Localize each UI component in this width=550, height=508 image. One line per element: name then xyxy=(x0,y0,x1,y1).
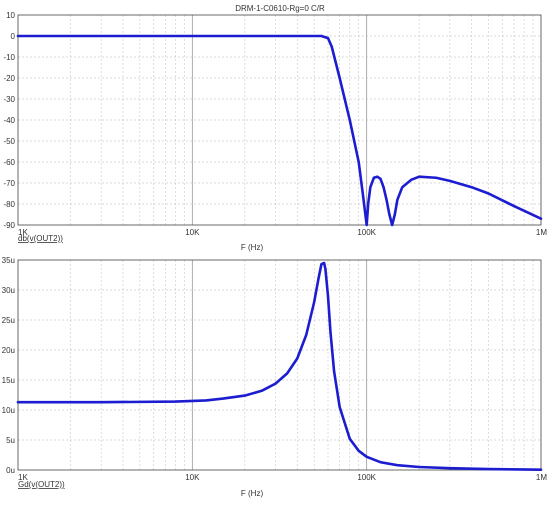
magnitude-plot-frame xyxy=(17,14,542,226)
group-delay-y-tick-label: 25u xyxy=(2,316,15,325)
magnitude-y-tick-label: -50 xyxy=(3,137,15,146)
magnitude-y-tick-label: -60 xyxy=(3,158,15,167)
magnitude-y-tick-label: 0 xyxy=(11,32,16,41)
magnitude-y-tick-label: 10 xyxy=(6,11,15,20)
group-delay-plot-frame xyxy=(17,259,542,471)
magnitude-plot: 10 0 -10 -20 -30 -40 -50 -60 -70 -80 -90 1K 10K 100K… xyxy=(3,4,547,252)
magnitude-y-tick-label: -10 xyxy=(3,53,15,62)
magnitude-chart-title: DRM-1-C0610-Rg=0 C/R xyxy=(235,4,325,13)
magnitude-x-ticks: 1K 10K 100K 1M xyxy=(18,228,547,237)
group-delay-y-axis-label: Gd(v(OUT2)) xyxy=(18,480,65,489)
magnitude-y-tick-label: -80 xyxy=(3,200,15,209)
magnitude-x-axis-label: F (Hz) xyxy=(241,243,264,252)
group-delay-y-tick-label: 35u xyxy=(2,256,15,265)
group-delay-y-tick-label: 30u xyxy=(2,286,15,295)
magnitude-y-tick-label: -40 xyxy=(3,116,15,125)
group-delay-x-axis-label: F (Hz) xyxy=(241,489,264,498)
group-delay-y-tick-label: 10u xyxy=(2,406,15,415)
magnitude-x-tick-label: 1K xyxy=(18,228,28,237)
magnitude-series-line xyxy=(16,34,543,227)
group-delay-y-tick-label: 20u xyxy=(2,346,15,355)
group-delay-x-tick-label: 1M xyxy=(536,473,547,482)
group-delay-y-tick-label: 15u xyxy=(2,376,15,385)
magnitude-x-tick-label: 100K xyxy=(357,228,376,237)
magnitude-grid xyxy=(18,15,541,225)
magnitude-y-tick-label: -20 xyxy=(3,74,15,83)
group-delay-x-tick-label: 100K xyxy=(357,473,376,482)
magnitude-y-axis-label: db(v(OUT2)) xyxy=(18,234,63,243)
magnitude-x-tick-label: 1M xyxy=(536,228,547,237)
group-delay-plot: 35u 30u 25u 20u 15u 10u 5u 0u 1K 10K 100K 1M Gd(v(… xyxy=(2,256,548,498)
magnitude-y-ticks: 10 0 -10 -20 -30 -40 -50 -60 -70 -80 -90 xyxy=(3,11,15,230)
magnitude-y-tick-label: -70 xyxy=(3,179,15,188)
group-delay-y-ticks: 35u 30u 25u 20u 15u 10u 5u 0u xyxy=(2,256,15,475)
group-delay-series-line xyxy=(16,261,543,471)
group-delay-y-tick-label: 0u xyxy=(6,466,15,475)
magnitude-x-tick-label: 10K xyxy=(185,228,200,237)
magnitude-y-tick-label: -90 xyxy=(3,221,15,230)
group-delay-x-ticks: 1K 10K 100K 1M xyxy=(18,473,547,482)
group-delay-x-tick-label: 1K xyxy=(18,473,28,482)
magnitude-y-tick-label: -30 xyxy=(3,95,15,104)
group-delay-x-tick-label: 10K xyxy=(185,473,200,482)
group-delay-grid xyxy=(18,260,541,470)
group-delay-y-tick-label: 5u xyxy=(6,436,15,445)
